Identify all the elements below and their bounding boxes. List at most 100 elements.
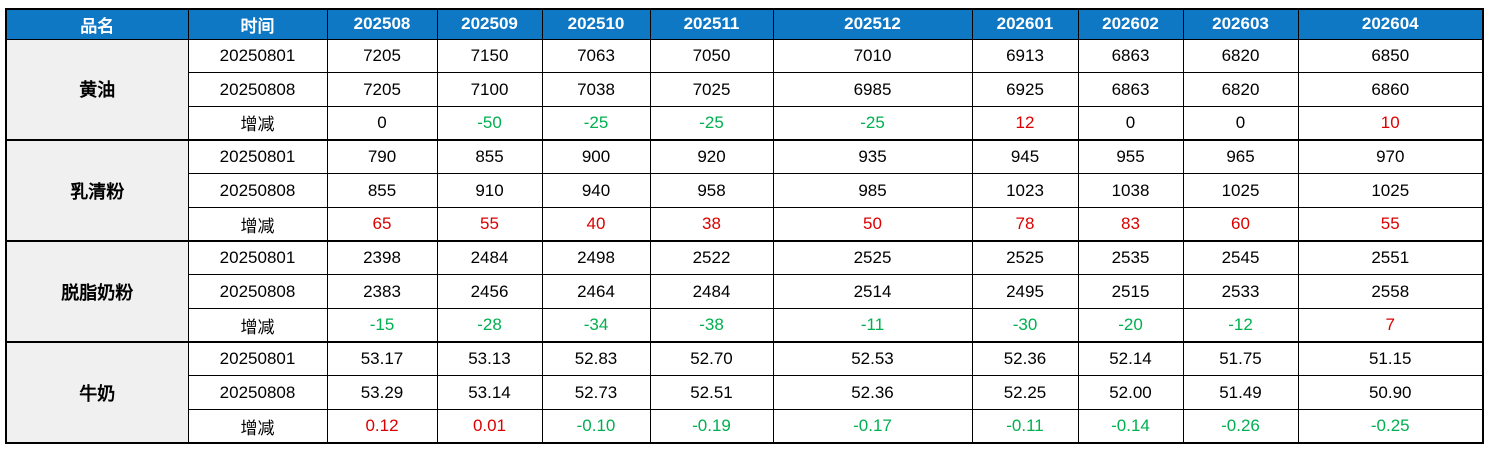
date-label-cell: 20250808: [187, 274, 328, 309]
price-value-cell: 985: [772, 173, 973, 208]
price-value-cell: 958: [649, 173, 774, 208]
table-header: 品名 时间 202508 202509 202510 202511 202512 202601…: [5, 8, 1484, 40]
change-value-cell: -0.25: [1297, 409, 1484, 444]
product-name-cell: 脱脂奶粉: [5, 240, 189, 343]
table-row: 黄油 20250801 7205 7150 7063 7050 7010 6913 6863 68…: [5, 38, 1484, 141]
date-label-cell: 20250801: [187, 240, 328, 276]
change-value-cell: 55: [1297, 206, 1484, 242]
table-row: 牛奶 20250801 53.17 53.13 52.83 52.70 52.53 52.36…: [5, 341, 1484, 444]
price-value-cell: 6985: [772, 72, 973, 107]
price-value-cell: 900: [541, 139, 651, 175]
table-row: 20250808 855 910 940 958 985 1023 1038 1025 1025: [6, 173, 1484, 208]
price-value-cell: 2484: [436, 240, 543, 276]
date-label-cell: 20250808: [187, 173, 328, 208]
product-name-cell: 牛奶: [5, 341, 189, 444]
column-header-month-202512: 202512: [772, 8, 973, 40]
change-value-cell: -28: [436, 308, 543, 343]
change-value-cell: 60: [1182, 206, 1299, 242]
price-value-cell: 7063: [541, 38, 651, 74]
change-value-cell: -25: [772, 105, 973, 141]
product-name-cell: 黄油: [5, 38, 189, 141]
change-value-cell: 65: [326, 206, 438, 242]
price-value-cell: 2545: [1182, 240, 1299, 276]
price-value-cell: 965: [1182, 139, 1299, 175]
price-value-cell: 6820: [1182, 38, 1299, 74]
price-value-cell: 6820: [1182, 72, 1299, 107]
price-value-cell: 7038: [541, 72, 651, 107]
price-value-cell: 7025: [649, 72, 774, 107]
price-value-cell: 7150: [436, 38, 543, 74]
table-row: 增减 65 55 40 38 50 78 83 60 55: [6, 206, 1484, 242]
price-value-cell: 53.14: [436, 375, 543, 411]
change-value-cell: 0.12: [326, 409, 438, 444]
price-value-cell: 52.14: [1077, 341, 1184, 377]
price-value-cell: 970: [1297, 139, 1484, 175]
price-value-cell: 2533: [1182, 274, 1299, 309]
price-value-cell: 2398: [326, 240, 438, 276]
price-value-cell: 920: [649, 139, 774, 175]
change-value-cell: -12: [1182, 308, 1299, 343]
price-value-cell: 6860: [1297, 72, 1484, 107]
price-value-cell: 945: [971, 139, 1079, 175]
price-value-cell: 2498: [541, 240, 651, 276]
table-row: 20250808 53.29 53.14 52.73 52.51 52.36 52.25 52…: [6, 375, 1484, 411]
change-value-cell: -0.10: [541, 409, 651, 444]
table-row: 增减 0.12 0.01 -0.10 -0.19 -0.17 -0.11 -0.14 -0.26…: [6, 409, 1484, 444]
price-value-cell: 51.15: [1297, 341, 1484, 377]
change-value-cell: -0.17: [772, 409, 973, 444]
table-row: 脱脂奶粉 20250801 2398 2484 2498 2522 2525 2525 2535…: [5, 240, 1484, 343]
change-value-cell: 0: [1077, 105, 1184, 141]
price-value-cell: 53.17: [326, 341, 438, 377]
price-value-cell: 790: [326, 139, 438, 175]
change-value-cell: -15: [326, 308, 438, 343]
price-value-cell: 2456: [436, 274, 543, 309]
date-label-cell: 20250801: [187, 38, 328, 74]
price-value-cell: 1025: [1297, 173, 1484, 208]
column-header-month-202604: 202604: [1297, 8, 1484, 40]
price-value-cell: 2515: [1077, 274, 1184, 309]
change-value-cell: -25: [649, 105, 774, 141]
change-label-cell: 增减: [187, 409, 328, 444]
column-header-month-202601: 202601: [971, 8, 1079, 40]
change-value-cell: -0.11: [971, 409, 1079, 444]
column-header-month-202509: 202509: [436, 8, 543, 40]
price-value-cell: 52.00: [1077, 375, 1184, 411]
column-header-month-202602: 202602: [1077, 8, 1184, 40]
price-value-cell: 2551: [1297, 240, 1484, 276]
table-row: 乳清粉 20250801 790 855 900 920 935 945 955 965 970: [5, 139, 1484, 242]
price-value-cell: 2484: [649, 274, 774, 309]
change-value-cell: 83: [1077, 206, 1184, 242]
change-value-cell: -50: [436, 105, 543, 141]
price-value-cell: 7010: [772, 38, 973, 74]
change-value-cell: -0.14: [1077, 409, 1184, 444]
price-value-cell: 855: [326, 173, 438, 208]
change-value-cell: -30: [971, 308, 1079, 343]
price-value-cell: 2495: [971, 274, 1079, 309]
change-value-cell: -34: [541, 308, 651, 343]
change-value-cell: 0: [1182, 105, 1299, 141]
price-value-cell: 7100: [436, 72, 543, 107]
price-value-cell: 53.29: [326, 375, 438, 411]
price-value-cell: 52.51: [649, 375, 774, 411]
change-value-cell: 50: [772, 206, 973, 242]
price-value-cell: 1038: [1077, 173, 1184, 208]
price-value-cell: 52.36: [971, 341, 1079, 377]
price-value-cell: 52.25: [971, 375, 1079, 411]
price-value-cell: 2525: [971, 240, 1079, 276]
change-value-cell: -11: [772, 308, 973, 343]
column-header-month-202511: 202511: [649, 8, 774, 40]
table-row: 增减 -15 -28 -34 -38 -11 -30 -20 -12 7: [6, 308, 1484, 343]
column-header-product: 品名: [5, 8, 189, 40]
price-value-cell: 1025: [1182, 173, 1299, 208]
column-header-month-202508: 202508: [326, 8, 438, 40]
change-value-cell: 55: [436, 206, 543, 242]
change-label-cell: 增减: [187, 105, 328, 141]
price-value-cell: 52.36: [772, 375, 973, 411]
price-value-cell: 2535: [1077, 240, 1184, 276]
price-value-cell: 6925: [971, 72, 1079, 107]
price-value-cell: 2522: [649, 240, 774, 276]
change-value-cell: 38: [649, 206, 774, 242]
price-value-cell: 6850: [1297, 38, 1484, 74]
table-row: 增减 0 -50 -25 -25 -25 12 0 0 10: [6, 105, 1484, 141]
price-value-cell: 940: [541, 173, 651, 208]
